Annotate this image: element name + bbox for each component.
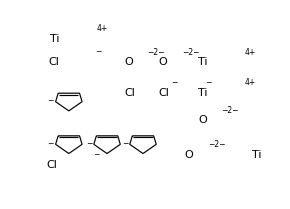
Text: Ti: Ti: [198, 57, 208, 67]
Text: −2−: −2−: [147, 48, 165, 57]
Text: Cl: Cl: [159, 88, 170, 98]
Text: −: −: [171, 78, 177, 87]
Text: O: O: [124, 57, 133, 67]
Text: Cl: Cl: [46, 160, 57, 170]
Text: −: −: [93, 151, 99, 160]
Text: −2−: −2−: [182, 48, 200, 57]
Text: −: −: [48, 96, 54, 105]
Text: Ti: Ti: [50, 34, 59, 44]
Text: −: −: [48, 139, 54, 148]
Text: Cl: Cl: [124, 88, 135, 98]
Text: −2−: −2−: [222, 106, 239, 115]
Text: −: −: [206, 78, 212, 87]
Text: Ti: Ti: [198, 88, 208, 98]
Text: 4+: 4+: [245, 48, 256, 57]
Text: 4+: 4+: [245, 78, 256, 87]
Text: O: O: [198, 115, 207, 125]
Text: O: O: [185, 150, 193, 160]
Text: −: −: [122, 139, 128, 148]
Text: Cl: Cl: [49, 57, 59, 67]
Text: −: −: [86, 139, 92, 148]
Text: −: −: [95, 48, 102, 57]
Text: O: O: [159, 57, 168, 67]
Text: Ti: Ti: [253, 150, 262, 160]
Text: 4+: 4+: [97, 24, 108, 33]
Text: −2−: −2−: [208, 140, 225, 149]
